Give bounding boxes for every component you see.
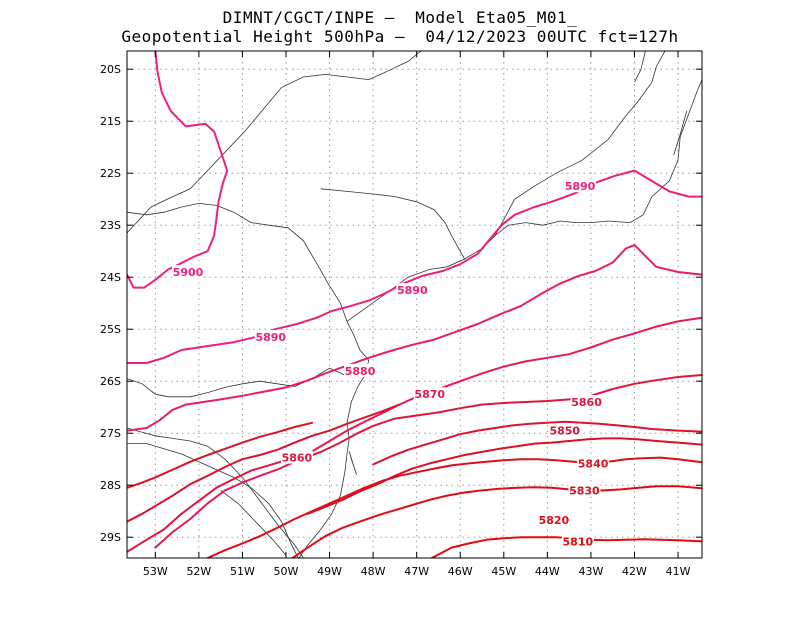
contour-line-5850: [127, 403, 401, 523]
lat-tick-label: 26S: [100, 375, 121, 388]
contour-line-5830: [206, 456, 702, 558]
lat-tick-label: 22S: [100, 167, 121, 180]
lat-tick-label: 24S: [100, 271, 121, 284]
map-boundary-line: [346, 79, 702, 322]
map-boundary-line: [494, 51, 666, 236]
contour-label-5900: 5900: [173, 266, 204, 279]
map-boundary-line: [320, 188, 465, 260]
map-boundary-line: [348, 451, 357, 475]
lon-tick-label: 42W: [622, 565, 647, 578]
contour-label-background: [344, 363, 377, 377]
lon-tick-label: 49W: [317, 565, 342, 578]
lat-tick-label: 20S: [100, 63, 121, 76]
contour-label-5890: 5890: [565, 180, 596, 193]
lon-tick-label: 50W: [274, 565, 299, 578]
contour-labels: 5900 5890 5890 5890 5880 5870 5860 5860 5850 5840…: [171, 179, 610, 548]
lon-tick-label: 53W: [143, 565, 168, 578]
plot-frame: [126, 50, 703, 559]
contour-label-background: [570, 395, 603, 408]
map-boundary-line: [220, 490, 287, 556]
map-boundary-line: [127, 367, 348, 398]
lon-tick-label: 46W: [448, 565, 473, 578]
contour-label-5810: 5810: [563, 535, 594, 548]
lon-tick-label: 51W: [230, 565, 255, 578]
map-boundary-line: [127, 51, 422, 234]
lat-tick-label: 25S: [100, 323, 121, 336]
contour-label-5860: 5860: [571, 396, 602, 409]
contour-line-5850: [372, 420, 702, 466]
lon-tick-label: 44W: [535, 565, 560, 578]
map-boundary-line: [634, 51, 646, 83]
contour-label-5830: 5830: [569, 484, 600, 497]
contour-label-background: [568, 483, 601, 497]
lon-tick-label: 47W: [404, 565, 429, 578]
contour-line-5900: [127, 51, 229, 289]
contour-line-5840: [127, 421, 314, 489]
contour-line-5890: [127, 169, 702, 364]
map-boundary-line: [673, 110, 688, 156]
height-contours: [127, 51, 702, 558]
lon-tick-label: 41W: [666, 565, 691, 578]
contour-label-background: [537, 513, 570, 527]
contour-label-background: [564, 179, 597, 193]
contour-label-5890: 5890: [397, 284, 428, 297]
contour-label-background: [396, 283, 429, 297]
contour-line-5870: [154, 316, 702, 549]
axis-ticks: 53W 52W 51W 50W 49W 48W 47W 46W 45W 44W 43W 42W 41W 2…: [100, 51, 702, 578]
lon-tick-label: 45W: [491, 565, 516, 578]
lon-tick-label: 52W: [186, 565, 211, 578]
map-boundary-line: [127, 427, 304, 558]
contour-label-background: [561, 534, 594, 548]
map-boundary-line: [127, 202, 348, 322]
contour-label-background: [548, 423, 581, 437]
contour-label-background: [171, 265, 204, 278]
lat-tick-label: 21S: [100, 115, 121, 128]
lat-tick-label: 29S: [100, 531, 121, 544]
coastline-and-borders: [127, 51, 702, 558]
contour-line-5840: [306, 437, 702, 515]
contour-label-5880: 5880: [345, 365, 376, 378]
contour-label-background: [413, 387, 446, 401]
contour-label-background: [254, 330, 287, 343]
gridlines: [127, 51, 702, 558]
lat-tick-label: 27S: [100, 427, 121, 440]
contour-line-5880: [127, 244, 702, 432]
contour-label-background: [577, 456, 610, 470]
contour-label-5840: 5840: [578, 457, 609, 470]
contour-label-background: [280, 450, 313, 464]
contour-label-5890: 5890: [255, 331, 286, 344]
lon-tick-label: 48W: [361, 565, 386, 578]
lat-tick-label: 23S: [100, 219, 121, 232]
lon-tick-label: 43W: [578, 565, 603, 578]
chart-title-line-2: Geopotential Height 500hPa – 04/12/2023 …: [121, 27, 679, 46]
contour-label-5820: 5820: [539, 514, 570, 527]
contour-label-5850: 5850: [549, 425, 580, 438]
contour-line-5820: [291, 485, 702, 558]
lat-tick-label: 28S: [100, 479, 121, 492]
contour-line-5860: [127, 374, 702, 553]
contour-label-5860: 5860: [282, 452, 313, 465]
contour-label-5870: 5870: [414, 388, 445, 401]
chart-title-line-1: DIMNT/CGCT/INPE – Model Eta05_M01_: [222, 8, 578, 27]
